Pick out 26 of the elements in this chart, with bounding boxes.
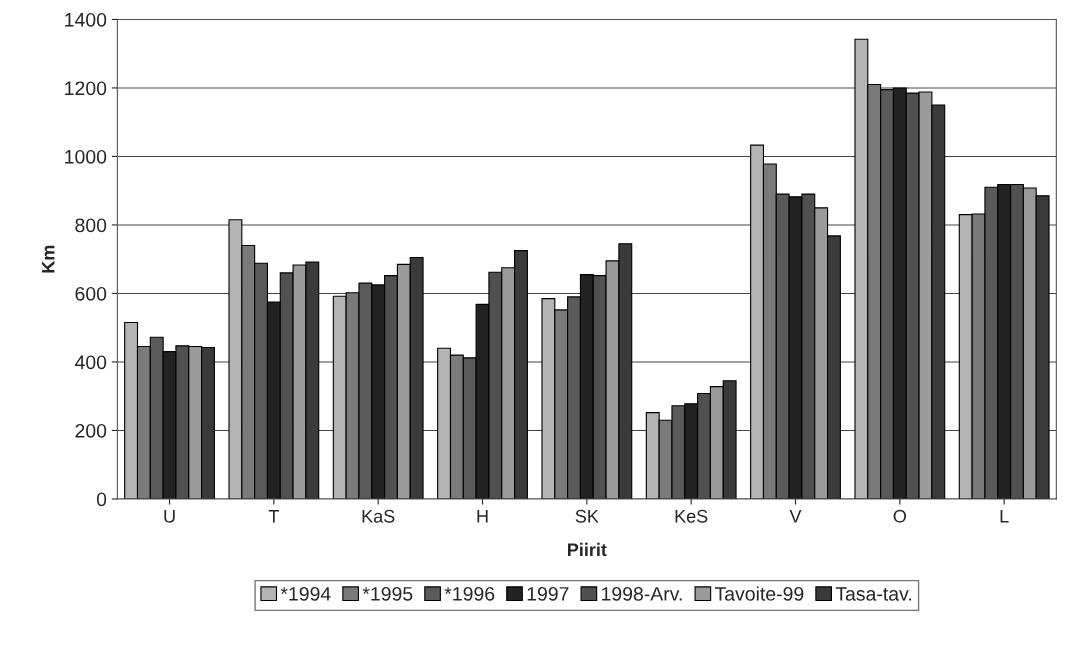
y-tick-label: 1400 <box>65 12 107 27</box>
legend-label: *1996 <box>444 586 495 601</box>
legend-label: Tavoite-99 <box>714 586 804 601</box>
x-tick-label: KeS <box>675 509 708 523</box>
legend-label: *1995 <box>362 586 413 601</box>
x-tick-label: U <box>164 510 175 523</box>
x-tick-label: SK <box>575 509 599 523</box>
y-tick-label: 600 <box>75 286 107 301</box>
legend-label: 1998-Arv. <box>602 586 682 601</box>
x-axis-title: Piirit <box>567 542 607 557</box>
y-tick-label: 200 <box>75 423 107 438</box>
x-tick-label: V <box>789 510 802 523</box>
y-tick-label: 800 <box>75 218 107 233</box>
x-tick-label: H <box>477 510 488 523</box>
x-tick-label: O <box>893 509 906 523</box>
y-tick-label: 0 <box>96 492 107 507</box>
y-tick-label: 400 <box>74 355 107 370</box>
legend-label: 1997 <box>527 586 569 601</box>
y-tick-label: 1000 <box>65 149 107 164</box>
y-axis-title: Km <box>41 245 55 273</box>
x-tick-label: L <box>1000 510 1009 523</box>
legend-label: *1994 <box>280 586 331 601</box>
x-tick-label: KaS <box>362 509 395 523</box>
legend-label: Tasa-tav. <box>835 587 911 601</box>
y-tick-label: 1200 <box>65 81 107 96</box>
x-tick-label: T <box>268 510 279 523</box>
